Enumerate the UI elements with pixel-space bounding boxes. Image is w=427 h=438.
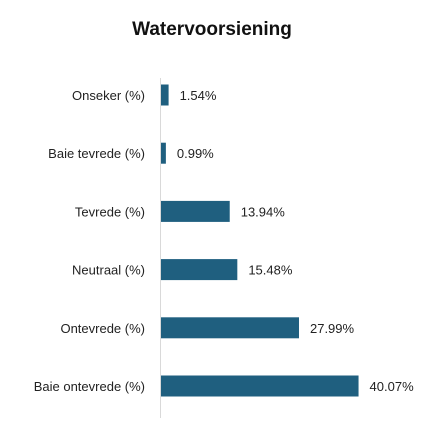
- data-label: 27.99%: [310, 321, 355, 336]
- category-label: Baie ontevrede (%): [34, 379, 145, 394]
- data-label: 1.54%: [180, 88, 217, 103]
- category-label: Baie tevrede (%): [48, 146, 145, 161]
- chart-title: Watervoorsiening: [132, 19, 292, 40]
- bar: [161, 200, 230, 222]
- bar: [161, 317, 299, 339]
- data-label: 40.07%: [370, 379, 415, 394]
- bar: [161, 84, 169, 106]
- category-label: Tevrede (%): [75, 204, 145, 219]
- bars-group: Onseker (%) 1.54% Baie tevrede (%) 0.99% Tev…: [34, 84, 415, 397]
- category-label: Neutraal (%): [72, 263, 145, 278]
- bar: [161, 375, 359, 397]
- data-label: 0.99%: [177, 146, 214, 161]
- category-label: Ontevrede (%): [60, 321, 145, 336]
- bar: [161, 142, 166, 164]
- data-label: 13.94%: [241, 204, 286, 219]
- data-label: 15.48%: [248, 263, 293, 278]
- bar: [161, 259, 238, 281]
- category-label: Onseker (%): [72, 88, 145, 103]
